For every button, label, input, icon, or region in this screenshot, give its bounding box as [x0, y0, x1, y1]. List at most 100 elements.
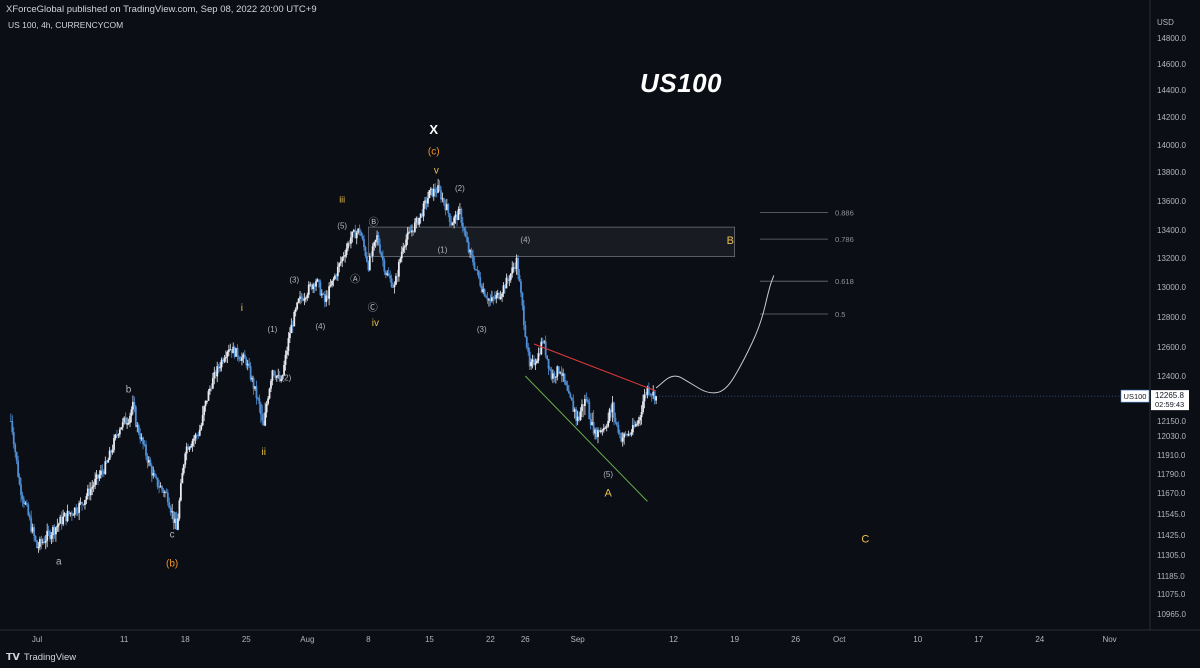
candle-body: [137, 425, 140, 434]
candle-body: [392, 286, 394, 288]
candle-body: [304, 297, 307, 299]
candle-body: [210, 388, 213, 390]
publisher-line: XForceGlobal published on TradingView.co…: [6, 4, 317, 15]
candle-body: [76, 512, 79, 514]
candle-body: [366, 255, 368, 262]
candle-body: [30, 517, 33, 532]
candle-body: [336, 266, 339, 277]
candle-body: [227, 349, 230, 352]
y-tick-label: 11305.0: [1157, 551, 1186, 560]
candle-body: [492, 297, 495, 299]
candle-body: [562, 373, 565, 376]
candle-body: [556, 366, 559, 377]
candle-body: [158, 486, 160, 488]
y-tick-label: 14400.0: [1157, 86, 1186, 95]
candle-body: [161, 486, 163, 490]
candle-body: [479, 277, 482, 286]
candle-body: [623, 433, 626, 438]
candle-body: [454, 214, 457, 218]
candle-body: [440, 190, 442, 200]
candle-body: [62, 516, 65, 525]
candle-body: [341, 257, 344, 262]
candle-body: [291, 324, 294, 327]
y-tick-label: 11425.0: [1157, 531, 1186, 540]
candle-body: [235, 347, 238, 357]
tradingview-logo-icon: 𝗧𝗩: [6, 652, 20, 663]
candle-body: [84, 500, 86, 505]
candle-body: [207, 391, 210, 401]
candle-body: [229, 349, 232, 351]
wave-label: A: [604, 487, 612, 499]
candle-body: [475, 268, 477, 270]
candle-body: [489, 299, 492, 302]
candle-body: [89, 488, 92, 496]
candle-body: [575, 409, 578, 421]
candle-body: [431, 188, 434, 197]
candle-body: [552, 373, 554, 379]
candle-body: [360, 232, 362, 236]
candle-body: [557, 366, 560, 374]
candle-body: [149, 460, 152, 466]
y-tick-label: 14600.0: [1157, 60, 1186, 69]
candle-body: [310, 284, 313, 290]
y-tick-label: 14200.0: [1157, 113, 1186, 122]
candle-body: [443, 198, 445, 204]
candle-body: [46, 530, 49, 541]
candle-body: [133, 401, 136, 407]
candle-body: [467, 242, 470, 253]
candle-body: [169, 507, 172, 513]
wave-label: Ⓒ: [368, 302, 378, 314]
wave-label: (3): [289, 276, 299, 285]
x-tick-label: 26: [521, 635, 530, 644]
candle-body: [611, 402, 614, 413]
candle-body: [540, 341, 543, 355]
candle-body: [432, 188, 435, 197]
candle-body: [143, 444, 146, 446]
candle-body: [139, 433, 142, 440]
candle-body: [605, 426, 608, 428]
candle-body: [126, 423, 129, 425]
candle-body: [566, 385, 569, 391]
candle-body: [565, 381, 567, 386]
candle-body: [397, 261, 400, 277]
tradingview-logo[interactable]: 𝗧𝗩 TradingView: [6, 652, 76, 663]
candle-body: [386, 273, 389, 276]
candle-body: [444, 203, 447, 211]
candle-body: [422, 203, 425, 217]
x-tick-label: Jul: [32, 635, 42, 644]
candle-body: [419, 213, 422, 218]
candle-body: [123, 417, 126, 423]
candle-body: [214, 372, 217, 377]
candle-body: [236, 347, 239, 358]
candle-body: [315, 281, 317, 287]
candle-body: [56, 525, 59, 528]
candle-body: [238, 357, 240, 360]
candle-body: [277, 374, 280, 376]
candle-body: [107, 459, 110, 463]
candle-body: [85, 496, 88, 501]
symbol-tag: US100: [1124, 392, 1147, 401]
candle-body: [181, 473, 184, 484]
candle-body: [281, 374, 284, 380]
y-tick-label: 14800.0: [1157, 34, 1186, 43]
candle-body: [486, 297, 489, 301]
candle-body: [483, 289, 486, 297]
candle-body: [453, 217, 456, 224]
candle-body: [44, 540, 47, 543]
candle-body: [233, 346, 236, 357]
candle-body: [52, 527, 54, 536]
candle-body: [100, 470, 102, 475]
axes-layer: USD 14800.0 14600.0 14400.0 14200.0 14000.0 13…: [0, 0, 1200, 644]
candle-body: [204, 400, 207, 407]
candle-body: [70, 512, 73, 515]
candle-body: [40, 539, 43, 543]
last-price-box: [1151, 390, 1189, 411]
candle-body: [358, 228, 361, 233]
fib-level-label: 0.5: [835, 310, 845, 319]
candle-body: [560, 372, 563, 376]
candle-body: [136, 425, 139, 427]
candle-body: [53, 527, 56, 535]
x-tick-label: 10: [913, 635, 922, 644]
candle-body: [307, 284, 310, 295]
